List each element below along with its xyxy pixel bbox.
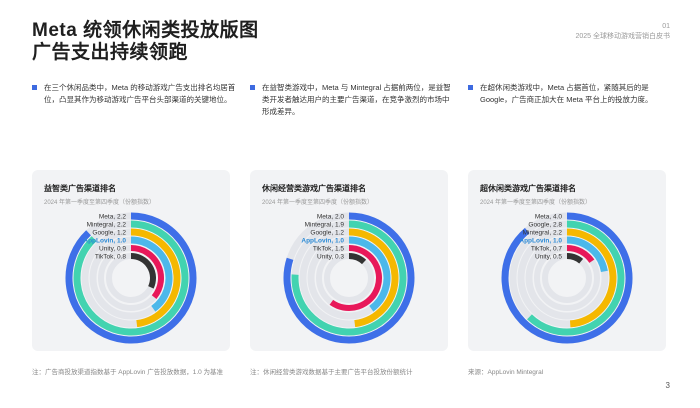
label-tiktok: TikTok, 0.8	[95, 254, 127, 261]
bar-applovin	[566, 236, 608, 273]
page-number: 3	[665, 381, 670, 390]
bullet-square-icon	[250, 85, 255, 90]
bar-mintegral	[291, 220, 407, 336]
bar-google	[527, 220, 625, 336]
finding-2-text: 在益智类游戏中，Meta 与 Mintegral 占据前两位，是益智类开发者触达…	[262, 83, 451, 116]
label-unity: Unity, 0.5	[535, 254, 562, 261]
label-mintegral: Mintegral, 2.2	[523, 230, 563, 237]
chart-card-2: 休闲经营类游戏广告渠道排名 2024 年第一季度至第四季度（份额指数） Meta…	[250, 170, 448, 351]
label-applovin: AppLovin, 1.0	[301, 238, 344, 245]
label-unity: Unity, 0.9	[99, 246, 126, 253]
bar-tiktok	[130, 253, 156, 289]
bullet-square-icon	[32, 85, 37, 90]
label-applovin: AppLovin, 1.0	[519, 238, 562, 245]
label-unity: Unity, 0.3	[317, 254, 344, 261]
label-google: Google, 2.8	[528, 222, 562, 229]
bar-tiktok	[329, 245, 382, 311]
chart-title: 益智类广告渠道排名	[44, 184, 116, 193]
bar-unity	[566, 253, 584, 264]
page-title: Meta 统领休闲类投放版图 广告支出持续领跑	[32, 20, 259, 64]
label-google: Google, 1.2	[310, 230, 344, 237]
label-applovin: AppLovin, 1.0	[83, 238, 126, 245]
label-mintegral: Mintegral, 1.9	[305, 222, 345, 229]
report-label: 2025 全球移动游戏营销白皮书	[575, 33, 670, 40]
bar-meta	[501, 212, 633, 344]
bar-mintegral	[566, 228, 617, 328]
bar-unity	[130, 245, 164, 300]
chart-card-3: 超休闲类游戏广告渠道排名 2024 年第一季度至第四季度（份额指数） Meta,…	[468, 170, 666, 351]
bar-applovin	[348, 236, 391, 312]
label-meta: Meta, 2.2	[99, 214, 126, 221]
key-findings: 在三个休闲品类中，Meta 的移动游戏广告支出排名均居首位，凸显其作为移动游戏广…	[32, 82, 672, 132]
finding-3: 在超休闲类游戏中，Meta 占据首位，紧随其后的是 Google，广告商正加大在…	[468, 82, 673, 106]
header-meta: 01 2025 全球移动游戏营销白皮书	[575, 22, 670, 42]
bar-google	[348, 228, 399, 328]
chart-card-1: 益智类广告渠道排名 2024 年第一季度至第四季度（份额指数） Meta, 2.…	[32, 170, 230, 351]
finding-1-text: 在三个休闲品类中，Meta 的移动游戏广告支出排名均居首位，凸显其作为移动游戏广…	[44, 83, 236, 104]
label-tiktok: TikTok, 0.7	[531, 246, 563, 253]
label-meta: Meta, 4.0	[535, 214, 562, 221]
bar-tiktok	[566, 245, 595, 264]
chart-note-1: 注：广告商投放渠道指数基于 AppLovin 广告投放数据，1.0 为基准	[32, 369, 224, 376]
bar-google	[130, 228, 181, 328]
bar-mintegral	[73, 220, 189, 336]
chart-title: 休闲经营类游戏广告渠道排名	[262, 184, 366, 193]
chart-note-2: 注：休闲经营类游戏数据基于主要广告平台投放份额统计	[250, 369, 413, 376]
chart-title: 超休闲类游戏广告渠道排名	[480, 184, 576, 193]
chart-subtitle: 2024 年第一季度至第四季度（份额指数）	[480, 200, 592, 206]
finding-1: 在三个休闲品类中，Meta 的移动游戏广告支出排名均居首位，凸显其作为移动游戏广…	[32, 82, 237, 106]
chart-subtitle: 2024 年第一季度至第四季度（份额指数）	[262, 200, 374, 206]
finding-2: 在益智类游戏中，Meta 与 Mintegral 占据前两位，是益智类开发者触达…	[250, 82, 455, 118]
bar-meta	[65, 212, 197, 344]
ring-track	[542, 253, 592, 303]
chart-subtitle: 2024 年第一季度至第四季度（份额指数）	[44, 200, 156, 206]
bar-meta	[283, 212, 415, 344]
bar-applovin	[130, 236, 173, 312]
label-google: Google, 1.2	[92, 230, 126, 237]
section-number: 01	[662, 23, 670, 30]
label-mintegral: Mintegral, 2.2	[87, 222, 127, 229]
label-meta: Meta, 2.0	[317, 214, 344, 221]
title-line-1: Meta 统领休闲类投放版图	[32, 20, 259, 41]
finding-3-text: 在超休闲类游戏中，Meta 占据首位，紧随其后的是 Google，广告商正加大在…	[480, 83, 653, 104]
title-line-2: 广告支出持续领跑	[32, 42, 189, 63]
bar-unity	[348, 253, 367, 265]
chart-note-3: 来源：AppLovin Mintegral	[468, 369, 544, 376]
label-tiktok: TikTok, 1.5	[313, 246, 345, 253]
ring-track	[324, 253, 374, 303]
bullet-square-icon	[468, 85, 473, 90]
